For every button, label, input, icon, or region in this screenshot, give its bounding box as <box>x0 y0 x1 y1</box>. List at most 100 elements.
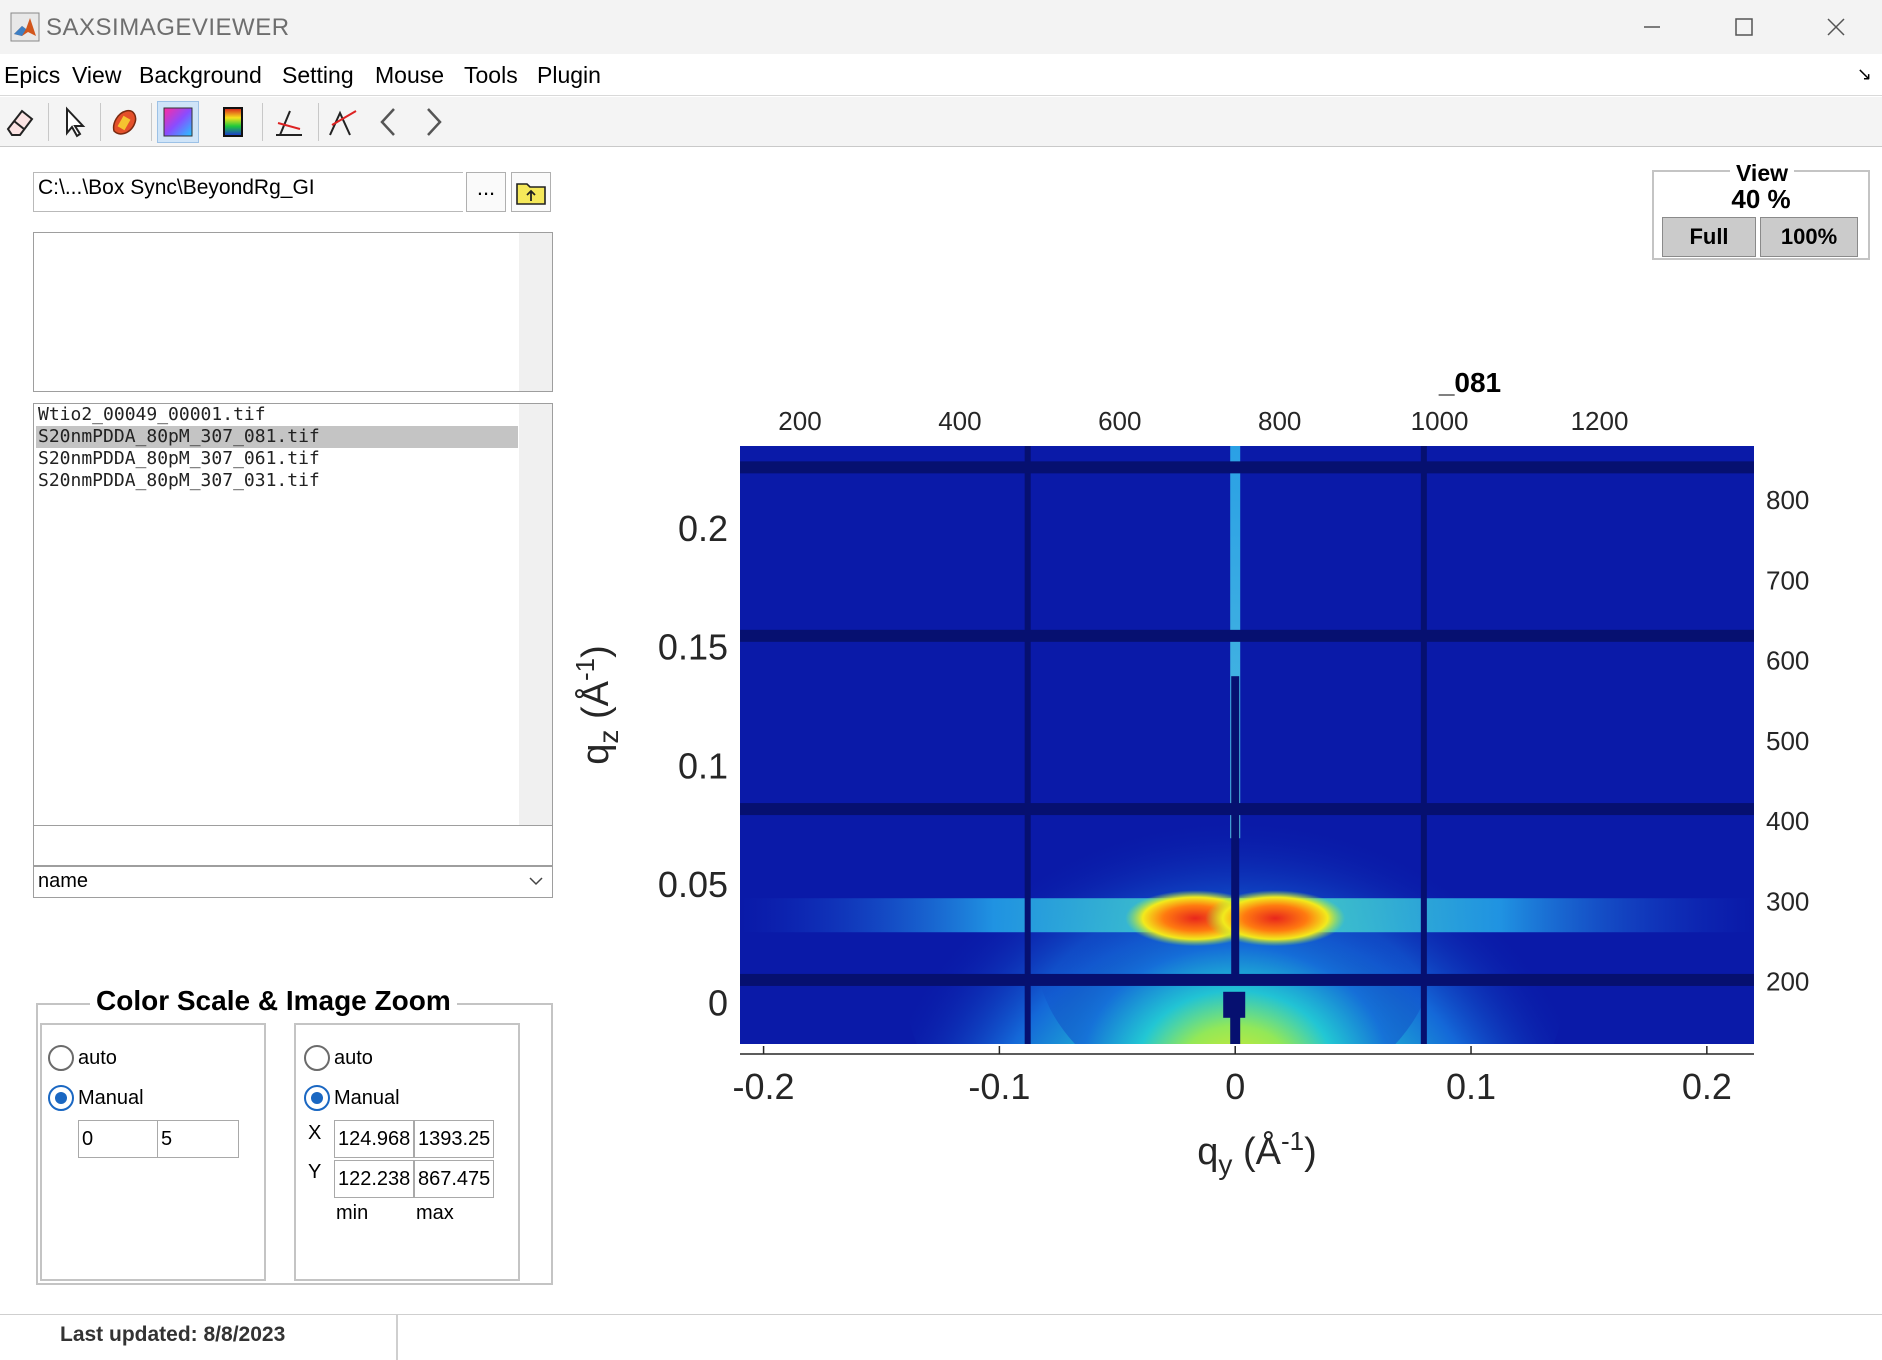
color-scale-panel: Color Scale & Image Zoom <box>36 985 553 1285</box>
colormap-button[interactable] <box>157 101 199 143</box>
file-list[interactable]: Wtio2_00049_00001.tif S20nmPDDA_80pM_307… <box>33 403 553 826</box>
list-item[interactable]: Wtio2_00049_00001.tif <box>38 404 266 425</box>
zoom-auto-radio[interactable] <box>304 1045 330 1071</box>
y-axis-label: qz (Å-1) <box>570 645 624 764</box>
x-label-sub: y <box>1218 1149 1232 1180</box>
y-tick-label: 0.15 <box>658 627 728 668</box>
top-tick-label: 1200 <box>1571 406 1629 436</box>
scale-max-field[interactable]: 5 <box>157 1120 239 1158</box>
beamstop-arm <box>1231 676 1240 976</box>
detector-gap-horizontal <box>740 803 1754 816</box>
detector-gap-vertical <box>1420 446 1427 1044</box>
pointer-button[interactable] <box>53 101 95 143</box>
status-text: Last updated: 8/8/2023 <box>60 1323 286 1346</box>
folder-list[interactable] <box>33 232 553 392</box>
zoom-manual-label: Manual <box>334 1086 400 1109</box>
menu-background[interactable]: Background <box>139 62 262 88</box>
scale-manual-option[interactable]: Manual <box>48 1084 144 1112</box>
zoom-x-min-field[interactable]: 124.968 <box>334 1120 414 1158</box>
browse-button[interactable]: ... <box>466 172 506 212</box>
mask-brush-button[interactable] <box>104 101 146 143</box>
detector-gap-horizontal <box>740 461 1754 474</box>
toolbar <box>0 97 1882 147</box>
folder-path-field[interactable]: C:\...\Box Sync\BeyondRg_GI <box>33 172 463 212</box>
scale-manual-label: Manual <box>78 1086 144 1109</box>
zoom-auto-option[interactable]: auto <box>304 1044 373 1072</box>
undock-icon[interactable]: ↘ <box>1856 64 1872 84</box>
forward-button[interactable] <box>412 101 454 143</box>
y-label-sub: z <box>593 730 624 744</box>
right-tick-label: 700 <box>1766 565 1809 595</box>
specular-rod <box>1230 446 1241 839</box>
eraser-button[interactable] <box>0 101 42 143</box>
scale-auto-radio[interactable] <box>48 1045 74 1071</box>
list-item[interactable]: S20nmPDDA_80pM_307_031.tif <box>38 470 320 491</box>
view-title: View <box>1730 160 1794 187</box>
x-tick-label: 0.2 <box>1682 1066 1732 1107</box>
zoom-manual-option[interactable]: Manual <box>304 1084 400 1112</box>
back-button[interactable] <box>368 101 410 143</box>
zoom-x-label: X <box>308 1122 322 1144</box>
menu-view[interactable]: View <box>72 62 122 88</box>
folder-list-scrollbar[interactable] <box>519 233 552 391</box>
y-tick-label: 0.1 <box>678 745 728 786</box>
peak-button[interactable] <box>322 101 364 143</box>
zoom-x-max-field[interactable]: 1393.25 <box>414 1120 494 1158</box>
zoom-max-label: max <box>416 1202 454 1224</box>
menu-mouse[interactable]: Mouse <box>375 62 445 88</box>
menu-plugin[interactable]: Plugin <box>537 62 601 88</box>
right-tick-label: 600 <box>1766 646 1809 676</box>
menu-epics[interactable]: Epics <box>4 62 61 88</box>
chevron-down-icon <box>529 877 543 886</box>
x-tick-label: -0.2 <box>733 1066 795 1107</box>
file-filter-field[interactable] <box>33 826 553 866</box>
zoom-y-max-field[interactable]: 867.475 <box>414 1160 494 1198</box>
maximize-button[interactable] <box>1698 0 1790 54</box>
colorbar-button[interactable] <box>212 101 254 143</box>
right-tick-label: 500 <box>1766 726 1809 756</box>
minimize-button[interactable] <box>1606 0 1698 54</box>
x-label-close: ) <box>1304 1131 1317 1173</box>
detector-gap-horizontal <box>740 973 1754 986</box>
back-icon <box>380 108 395 136</box>
beamstop-stem <box>1230 1015 1241 1044</box>
line-cut-button[interactable] <box>268 101 310 143</box>
parent-folder-button[interactable] <box>511 172 551 212</box>
zoom-y-min-field[interactable]: 122.238 <box>334 1160 414 1198</box>
close-button[interactable] <box>1790 0 1882 54</box>
file-list-scrollbar[interactable] <box>519 404 552 825</box>
menu-tools[interactable]: Tools <box>464 62 518 88</box>
x-label-q: q <box>1197 1131 1218 1173</box>
top-tick-label: 1000 <box>1411 406 1469 436</box>
image-zoom-group <box>294 1023 520 1281</box>
x-tick-label: 0.1 <box>1446 1066 1496 1107</box>
list-item-selected[interactable]: S20nmPDDA_80pM_307_081.tif <box>36 426 518 448</box>
y-label-exp: -1 <box>570 658 600 681</box>
forward-icon <box>427 108 442 136</box>
scale-min-field[interactable]: 0 <box>78 1120 158 1158</box>
sort-select[interactable]: name <box>33 866 553 898</box>
view-100-button[interactable]: 100% <box>1760 217 1858 257</box>
top-tick-label: 200 <box>778 406 821 436</box>
pointer-icon <box>66 106 86 138</box>
x-label-exp: -1 <box>1281 1126 1304 1156</box>
x-label-unit: (Å <box>1232 1129 1281 1173</box>
y-tick-label: 0.05 <box>658 864 728 905</box>
view-full-button[interactable]: Full <box>1662 217 1756 257</box>
right-tick-label: 300 <box>1766 886 1809 916</box>
colormap-icon <box>163 107 193 137</box>
window-title: SAXSIMAGEVIEWER <box>46 14 290 41</box>
right-tick-label: 800 <box>1766 485 1809 515</box>
plot-title: _081 <box>1438 367 1501 398</box>
scale-auto-option[interactable]: auto <box>48 1044 117 1072</box>
color-scale-group <box>40 1023 266 1281</box>
scale-manual-radio[interactable] <box>48 1085 74 1111</box>
zoom-manual-radio[interactable] <box>304 1085 330 1111</box>
view-zoom-value: 40 % <box>1731 184 1791 214</box>
list-item[interactable]: S20nmPDDA_80pM_307_061.tif <box>38 448 320 469</box>
zoom-auto-label: auto <box>334 1046 373 1069</box>
scattering-image-plot[interactable]: -0.2 -0.1 0 0.1 0.2 0 0.05 0.1 0.15 0.2 200 400 600 8… <box>560 350 1850 1200</box>
right-tick-label: 400 <box>1766 806 1809 836</box>
menu-setting[interactable]: Setting <box>282 62 354 88</box>
x-axis-label: qy (Å-1) <box>1197 1126 1316 1180</box>
